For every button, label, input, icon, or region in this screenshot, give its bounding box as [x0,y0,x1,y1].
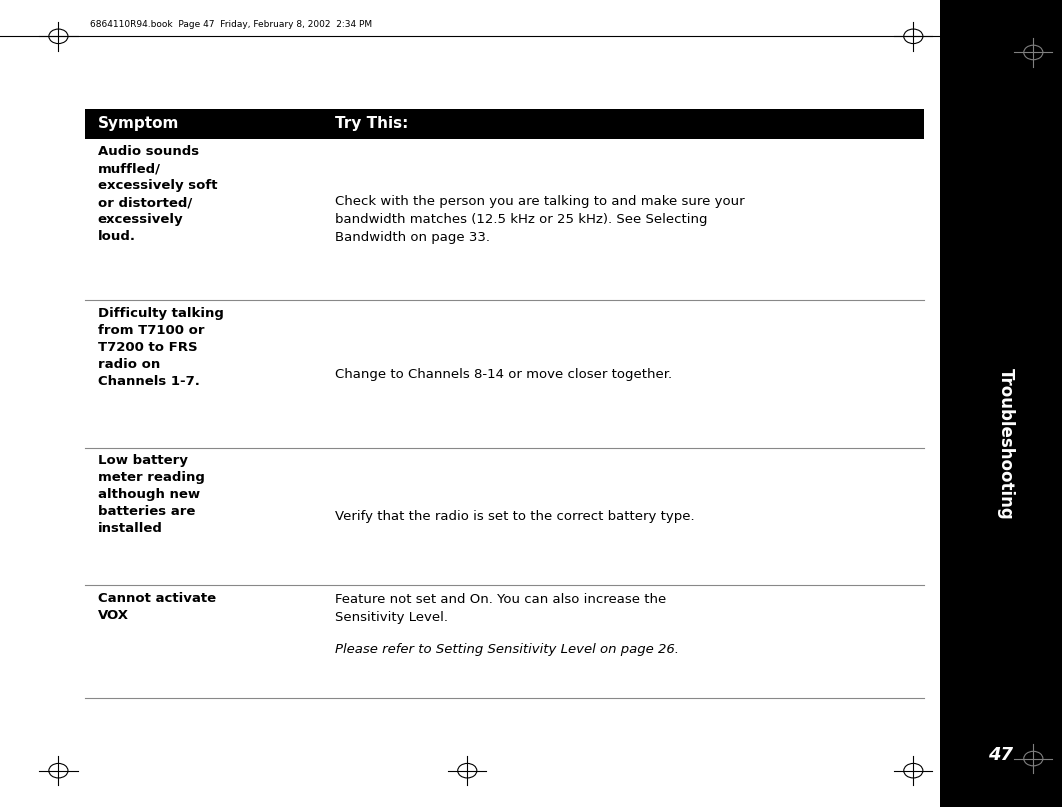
Text: Feature not set and On. You can also increase the
Sensitivity Level.: Feature not set and On. You can also inc… [335,593,666,624]
Text: Audio sounds
muffled/
excessively soft
or distorted/
excessively
loud.: Audio sounds muffled/ excessively soft o… [98,145,218,243]
Text: Low battery
meter reading
although new
batteries are
installed: Low battery meter reading although new b… [98,454,205,535]
Text: Check with the person you are talking to and make sure your
bandwidth matches (1: Check with the person you are talking to… [335,195,744,244]
Text: Difficulty talking
from T7100 or
T7200 to FRS
radio on
Channels 1-7.: Difficulty talking from T7100 or T7200 t… [98,307,224,387]
Bar [940,0,1062,807]
Text: Please refer to Setting Sensitivity Level on page 26.: Please refer to Setting Sensitivity Leve… [335,643,679,656]
Text: 6864110R94.book  Page 47  Friday, February 8, 2002  2:34 PM: 6864110R94.book Page 47 Friday, February… [90,20,373,29]
Text: Verify that the radio is set to the correct battery type.: Verify that the radio is set to the corr… [335,510,695,523]
Text: Cannot activate
VOX: Cannot activate VOX [98,592,216,621]
Text: 47: 47 [989,746,1013,763]
Text: Symptom: Symptom [98,116,179,132]
Text: Change to Channels 8-14 or move closer together.: Change to Channels 8-14 or move closer t… [335,367,671,381]
Text: Try This:: Try This: [335,116,408,132]
Text: Troubleshooting: Troubleshooting [997,368,1015,520]
Bar [85,109,924,139]
